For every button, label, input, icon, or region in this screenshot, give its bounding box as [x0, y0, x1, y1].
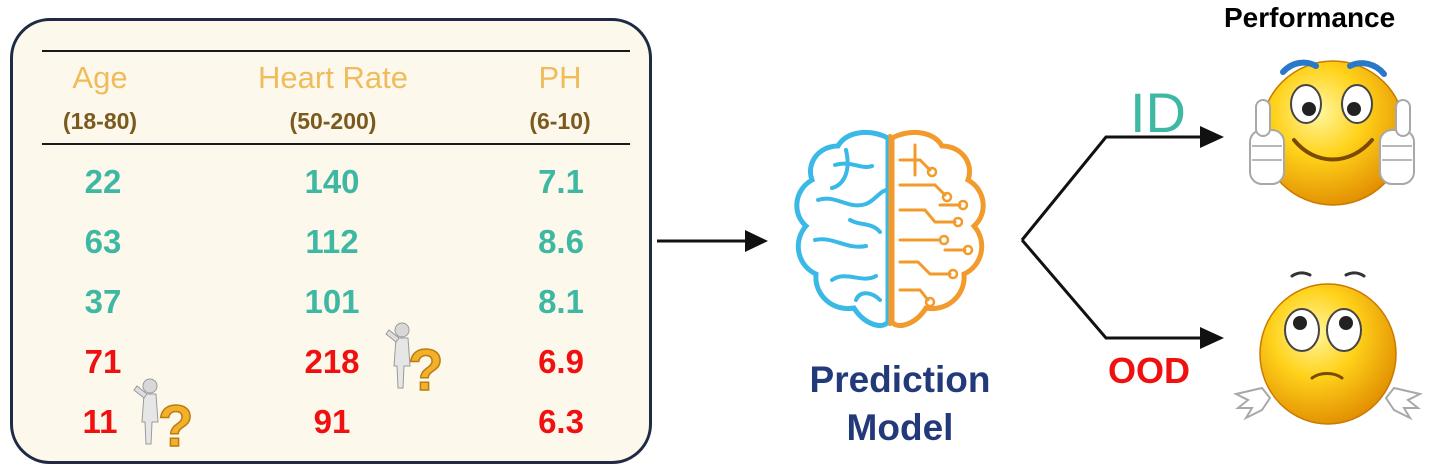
model-label-line2: Model — [846, 407, 954, 448]
column-range-heart-rate: (50-200) — [289, 108, 377, 134]
arrow-to-model — [657, 230, 768, 252]
table-top-rule — [42, 50, 630, 52]
column-range-age: (18-80) — [62, 108, 138, 134]
table-cell: 71 — [84, 343, 122, 380]
ood-label: OOD — [1108, 350, 1191, 391]
table-cell: 91 — [313, 403, 351, 440]
data-table-panel — [10, 18, 652, 464]
model-label: Prediction Model — [805, 356, 995, 452]
column-range-ph: (6-10) — [529, 108, 591, 134]
table-cell: 22 — [84, 163, 122, 200]
table-cell: 8.1 — [538, 283, 584, 320]
table-cell: 6.9 — [538, 343, 584, 380]
table-cell: 101 — [304, 283, 360, 320]
table-cell: 11 — [82, 403, 118, 440]
table-header-rule — [42, 143, 630, 145]
branch-arrows — [1020, 126, 1224, 349]
column-header-ph: PH — [538, 60, 582, 95]
table-cell: 218 — [304, 343, 360, 380]
performance-label: Performance — [1224, 2, 1396, 33]
column-header-age: Age — [72, 60, 128, 95]
table-cell: 7.1 — [538, 163, 584, 200]
table-cell: 37 — [84, 283, 122, 320]
table-cell: 140 — [304, 163, 360, 200]
id-label: ID — [1130, 81, 1186, 144]
shrugging-smiley-icon — [1233, 271, 1423, 425]
model-label-line1: Prediction — [809, 359, 991, 400]
table-cell: 8.6 — [538, 223, 584, 260]
table-cell: 112 — [305, 223, 359, 260]
brain-circuit-icon — [794, 129, 986, 328]
table-cell: 6.3 — [538, 403, 584, 440]
column-header-heart-rate: Heart Rate — [258, 60, 408, 95]
thumbs-up-smiley-icon — [1249, 59, 1415, 206]
table-cell: 63 — [84, 223, 122, 260]
